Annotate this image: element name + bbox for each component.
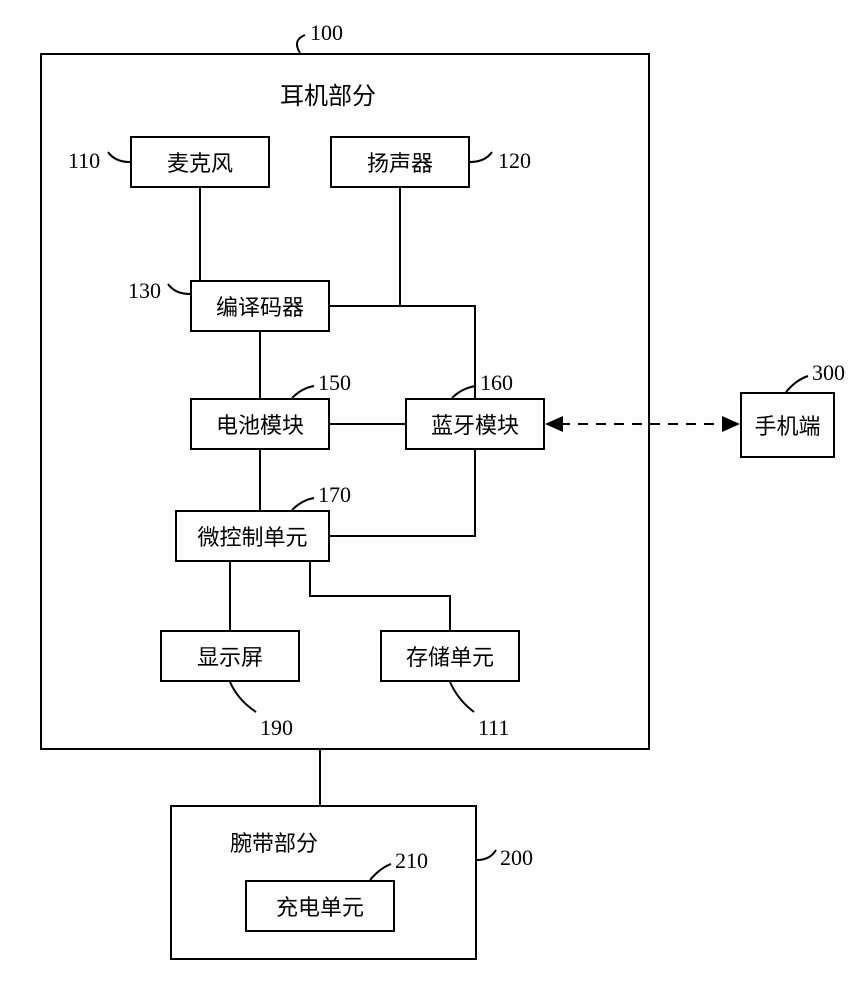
- node-codec-label: 编译码器: [216, 290, 304, 322]
- node-charger: 充电单元: [245, 880, 395, 932]
- node-bt: 蓝牙模块: [405, 398, 545, 450]
- ref-100: 100: [310, 20, 343, 46]
- ref-170: 170: [318, 482, 351, 508]
- node-battery-label: 电池模块: [216, 408, 304, 440]
- node-mic-label: 麦克风: [167, 146, 233, 178]
- node-mcu: 微控制单元: [175, 510, 330, 562]
- ref-200: 200: [500, 845, 533, 871]
- ref-190: 190: [260, 715, 293, 741]
- node-phone: 手机端: [740, 392, 835, 458]
- ref-110: 110: [68, 148, 100, 174]
- ref-160: 160: [480, 370, 513, 396]
- ref-150: 150: [318, 370, 351, 396]
- node-codec: 编译码器: [190, 280, 330, 332]
- node-display: 显示屏: [160, 630, 300, 682]
- container-headset-title: 耳机部分: [280, 76, 376, 111]
- ref-210: 210: [395, 848, 428, 874]
- ref-300: 300: [812, 360, 845, 386]
- ref-120: 120: [498, 148, 531, 174]
- node-display-label: 显示屏: [197, 640, 263, 672]
- ref-130: 130: [128, 278, 161, 304]
- node-speaker-label: 扬声器: [367, 146, 433, 178]
- ref-111: 111: [478, 715, 509, 741]
- node-battery: 电池模块: [190, 398, 330, 450]
- node-speaker: 扬声器: [330, 136, 470, 188]
- node-storage: 存储单元: [380, 630, 520, 682]
- node-mic: 麦克风: [130, 136, 270, 188]
- node-mcu-label: 微控制单元: [197, 520, 307, 552]
- node-charger-label: 充电单元: [276, 890, 364, 922]
- diagram-canvas: 耳机部分 腕带部分 麦克风 扬声器 编译码器 电池模块 蓝牙模块 微控制单元 显…: [0, 0, 861, 1000]
- node-bt-label: 蓝牙模块: [431, 408, 519, 440]
- container-wristband-title: 腕带部分: [230, 826, 318, 858]
- node-storage-label: 存储单元: [406, 640, 494, 672]
- node-phone-label: 手机端: [754, 409, 820, 441]
